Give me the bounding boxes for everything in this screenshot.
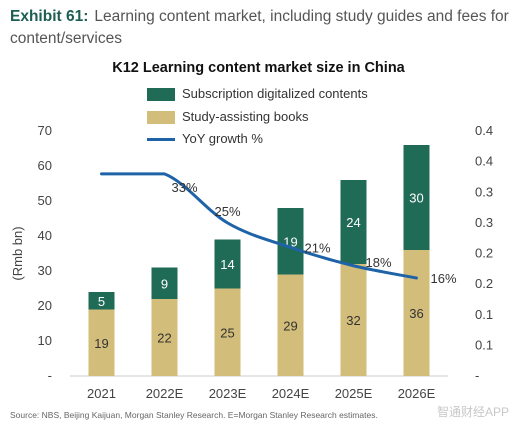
bar-study-books — [340, 264, 367, 376]
y-tick-label: 50 — [38, 193, 52, 208]
bar-subscription — [88, 292, 115, 310]
yoy-data-label: 21% — [305, 240, 331, 255]
y2-tick-label: 0.3 — [475, 184, 493, 199]
bar-study-books — [277, 274, 304, 376]
bar-label-study-books: 32 — [346, 313, 360, 328]
y-tick-label: 60 — [38, 158, 52, 173]
y2-tick-label: 0.4 — [475, 154, 493, 169]
bar-label-subscription: 24 — [346, 215, 360, 230]
y2-tick-label: - — [475, 368, 479, 383]
y-tick-label: 30 — [38, 263, 52, 278]
y2-tick-label: 0.2 — [475, 276, 493, 291]
bar-label-subscription: 5 — [98, 294, 105, 309]
bar-label-subscription: 14 — [220, 257, 234, 272]
exhibit-label: Exhibit 61: — [10, 8, 89, 25]
y2-tick-label: 0.3 — [475, 215, 493, 230]
y2-tick-label: 0.4 — [475, 123, 493, 138]
x-tick-label: 2025E — [335, 386, 373, 401]
x-tick-label: 2021 — [87, 386, 116, 401]
y-tick-label: 40 — [38, 228, 52, 243]
legend-label-study-books: Study-assisting books — [182, 109, 309, 124]
x-tick-label: 2022E — [146, 386, 184, 401]
yoy-data-label: 25% — [214, 204, 240, 219]
yoy-data-label: 18% — [366, 255, 392, 270]
bar-label-study-books: 19 — [94, 336, 108, 351]
legend-item-yoy: YoY growth % — [147, 131, 263, 147]
x-tick-label: 2026E — [398, 386, 436, 401]
yoy-growth-line — [100, 172, 418, 280]
chart-title: K12 Learning content market size in Chin… — [112, 60, 405, 76]
y-tick-label: - — [48, 368, 52, 383]
bar-label-study-books: 25 — [220, 325, 234, 340]
bar-study-books — [88, 309, 115, 376]
bar-label-study-books: 22 — [157, 331, 171, 346]
legend-item-study-books: Study-assisting books — [147, 109, 308, 125]
source-note: Source: NBS, Beijing Kaijuan, Morgan Sta… — [10, 410, 378, 420]
bar-study-books — [151, 299, 178, 376]
bar-subscription — [214, 239, 241, 289]
bar-subscription — [151, 267, 178, 299]
y-tick-label: 10 — [38, 333, 52, 348]
bar-label-subscription: 30 — [409, 191, 423, 206]
legend-item-subscription: Subscription digitalized contents — [147, 86, 368, 102]
legend-label-yoy: YoY growth % — [182, 131, 263, 146]
exhibit-caption: Exhibit 61: Learning content market, incl… — [10, 6, 510, 50]
legend-swatch-subscription — [147, 88, 175, 102]
bar-subscription — [277, 208, 304, 275]
bar-study-books — [214, 288, 241, 376]
y-axis-title: (Rmb bn) — [10, 226, 25, 280]
legend-swatch-study-books — [147, 111, 175, 125]
bar-label-subscription: 9 — [161, 276, 168, 291]
y2-tick-label: 0.1 — [475, 307, 493, 322]
x-tick-label: 2024E — [272, 386, 310, 401]
y2-tick-label: 0.2 — [475, 246, 493, 261]
y-tick-label: 20 — [38, 298, 52, 313]
exhibit-text: Learning content market, including study… — [10, 8, 509, 47]
bar-label-study-books: 36 — [409, 306, 423, 321]
bar-subscription — [340, 180, 367, 264]
legend-label-subscription: Subscription digitalized contents — [182, 86, 368, 101]
x-tick-label: 2023E — [209, 386, 247, 401]
yoy-data-label: 33% — [172, 180, 198, 195]
y-tick-label: 70 — [38, 123, 52, 138]
bar-study-books — [403, 250, 430, 376]
y2-tick-label: 0.1 — [475, 337, 493, 352]
yoy-data-label: 16% — [431, 271, 457, 286]
watermark-text: 智通财经APP — [436, 405, 509, 419]
bar-label-study-books: 29 — [283, 318, 297, 333]
legend-swatch-yoy — [147, 138, 175, 142]
bar-subscription — [403, 145, 430, 250]
